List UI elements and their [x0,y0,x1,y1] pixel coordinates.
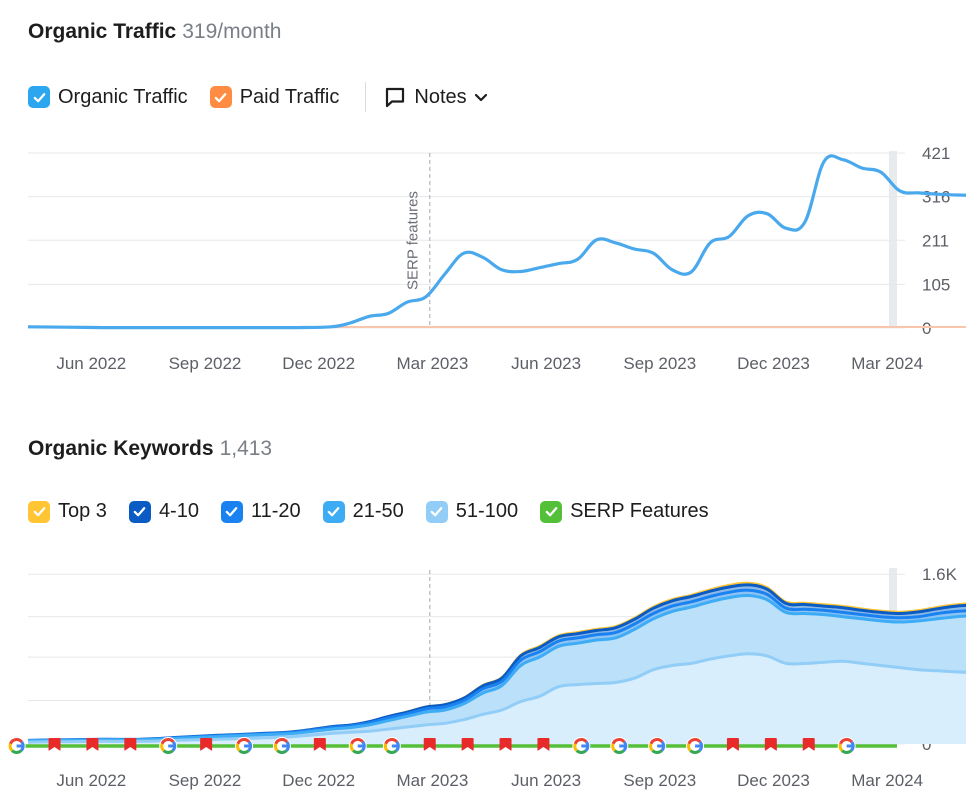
checkbox-checked-icon[interactable] [128,500,151,523]
google-update-icon[interactable] [348,737,367,755]
x-tick-label: Jun 2022 [56,771,126,790]
flag-marker-icon[interactable] [537,738,550,751]
flag-marker-icon[interactable] [200,738,213,751]
x-tick-label: Jun 2022 [56,354,126,373]
area-51-100 [28,653,966,744]
legend-divider [365,82,367,112]
x-tick-label: Dec 2022 [282,354,355,373]
chart-edge-band [889,151,897,328]
legend-11-20[interactable]: 11-20 [220,500,301,523]
google-update-icon[interactable] [382,737,401,755]
organic-traffic-line[interactable] [27,154,966,330]
x-tick-label: Dec 2023 [737,771,810,790]
flag-marker-icon[interactable] [124,738,137,751]
google-update-icon[interactable] [7,737,26,755]
flag-marker-icon[interactable] [423,738,436,751]
legend-51-100[interactable]: 51-100 [425,500,519,523]
google-update-icon[interactable] [648,737,667,755]
legend-top-3[interactable]: Top 3 [28,500,107,523]
google-update-icon[interactable] [572,737,591,755]
line-21-50[interactable] [27,593,966,743]
x-tick-label: Dec 2022 [282,771,355,790]
checkbox-checked-icon[interactable] [209,86,232,108]
keywords-value: 1,413 [219,437,273,460]
x-tick-label: Sep 2023 [623,354,696,373]
flag-marker-icon[interactable] [802,738,815,751]
google-update-icon[interactable] [610,737,629,755]
flag-marker-icon[interactable] [461,738,474,751]
y-tick-label: 211 [922,231,949,250]
y-tick-label: 0 [922,319,931,338]
x-tick-label: Mar 2023 [396,771,468,790]
legend-4-10[interactable]: 4-10 [128,500,199,523]
y-tick-label: 421 [922,144,950,163]
notes-label: Notes [414,85,467,108]
google-update-icon[interactable] [159,737,178,755]
notes-dropdown-button[interactable]: Notes [384,86,488,109]
flag-marker-icon[interactable] [764,738,777,751]
y-tick-label: 1.6K [922,565,958,584]
google-update-icon[interactable] [837,737,856,755]
flag-marker-icon[interactable] [86,738,99,751]
flag-marker-icon[interactable] [48,738,61,751]
checkbox-checked-icon[interactable] [28,86,50,108]
flag-marker-icon[interactable] [313,738,326,751]
legend-21-50-label: 21-50 [352,500,404,522]
legend-paid-traffic[interactable]: Paid Traffic [209,85,340,109]
traffic-title-label: Organic Traffic [28,20,177,43]
flag-marker-icon[interactable] [499,738,512,751]
legend-paid-traffic-label: Paid Traffic [239,85,340,108]
legend-organic-traffic[interactable]: Organic Traffic [28,86,188,109]
line-51-100[interactable] [27,652,966,744]
checkbox-checked-icon[interactable] [28,500,50,523]
legend-top-3-label: Top 3 [58,500,107,522]
traffic-title: Organic Traffic 319/month [28,20,281,44]
legend-51-100-label: 51-100 [455,500,519,522]
y-tick-label: 0 [922,735,931,754]
x-tick-label: Sep 2022 [169,771,242,790]
x-tick-label: Jun 2023 [511,771,581,790]
x-tick-label: Sep 2023 [623,771,696,790]
google-update-icon[interactable] [686,737,705,755]
x-tick-label: Mar 2023 [396,354,468,373]
keywords-legend: Top 3 4-10 11-20 21-50 51-100 SERP Featu… [28,500,731,523]
x-tick-label: Sep 2022 [169,354,242,373]
flag-marker-icon[interactable] [726,738,739,751]
organic-traffic-chart[interactable]: 0 105 211 316 421 Jun 2022 Sep 2022 Dec 2022 Mar… [0,140,966,380]
keywords-title-label: Organic Keywords [28,437,214,460]
legend-organic-traffic-label: Organic Traffic [58,85,188,108]
legend-4-10-label: 4-10 [158,500,199,522]
legend-serp-features[interactable]: SERP Features [540,500,709,523]
traffic-value: 319/month [182,20,282,43]
note-icon [386,87,405,108]
checkbox-checked-icon[interactable] [322,500,345,523]
x-tick-label: Mar 2024 [851,354,923,373]
google-update-icon[interactable] [235,737,254,755]
checkbox-checked-icon[interactable] [425,500,448,523]
traffic-legend: Organic Traffic Paid Traffic Notes [28,82,489,112]
keywords-title: Organic Keywords 1,413 [28,437,272,461]
legend-21-50[interactable]: 21-50 [322,500,404,523]
y-tick-label: 316 [922,188,950,207]
chevron-down-icon [474,93,487,102]
y-tick-label: 105 [922,275,950,294]
legend-serp-features-label: SERP Features [570,500,709,522]
checkbox-checked-icon[interactable] [540,500,563,523]
x-tick-label: Mar 2024 [851,771,923,790]
legend-11-20-label: 11-20 [250,500,301,522]
x-tick-label: Dec 2023 [737,354,810,373]
google-update-icon[interactable] [272,737,291,755]
checkbox-checked-icon[interactable] [220,500,243,523]
annotation-label: SERP features [405,191,422,290]
x-tick-label: Jun 2023 [511,354,581,373]
